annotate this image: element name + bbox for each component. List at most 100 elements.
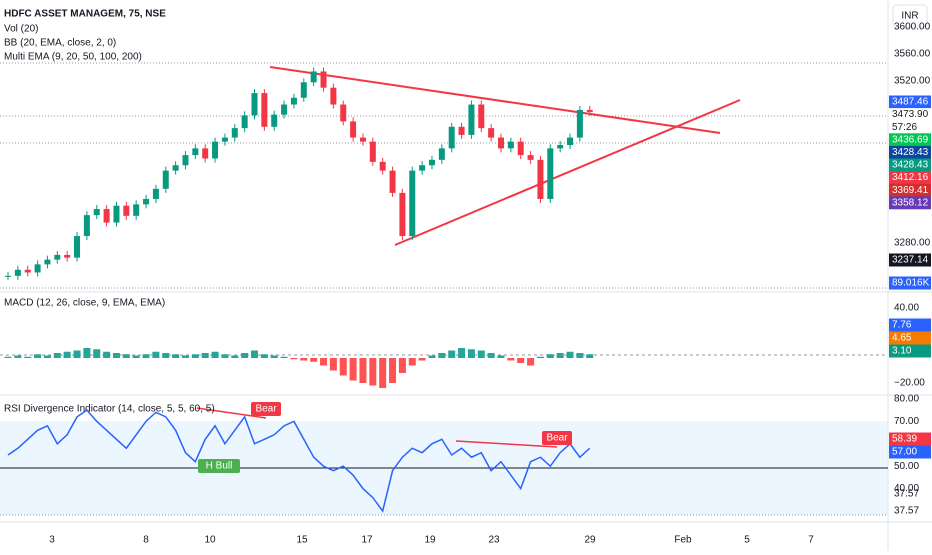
macd-bar bbox=[191, 354, 199, 358]
signal-box bbox=[542, 431, 572, 445]
candle bbox=[488, 128, 495, 138]
candle bbox=[290, 97, 297, 105]
macd-bar bbox=[398, 358, 406, 373]
macd-bar bbox=[93, 349, 101, 358]
x-tick-label: 8 bbox=[143, 535, 149, 546]
y-tick-label: 37.57 bbox=[894, 489, 919, 500]
macd-bar bbox=[4, 356, 12, 358]
macd-bar bbox=[221, 354, 229, 358]
macd-bar bbox=[63, 351, 71, 358]
signal-label: Bear bbox=[546, 433, 568, 444]
macd-bar bbox=[517, 358, 525, 363]
macd-bar bbox=[369, 358, 377, 386]
candle bbox=[182, 155, 189, 166]
x-tick-label: 29 bbox=[584, 535, 596, 546]
macd-bar bbox=[73, 350, 81, 358]
x-tick-label: 5 bbox=[744, 535, 750, 546]
y-tick-label: 37.57 bbox=[894, 506, 919, 517]
trendline bbox=[394, 99, 741, 246]
candle bbox=[93, 209, 100, 216]
macd-bar bbox=[83, 348, 91, 358]
badge-label: 3436.69 bbox=[892, 134, 929, 145]
price-badge bbox=[889, 331, 931, 345]
candle bbox=[547, 148, 554, 199]
macd-bar bbox=[418, 358, 426, 361]
price-badge bbox=[889, 133, 931, 147]
price-badge bbox=[889, 183, 931, 197]
candle bbox=[448, 126, 455, 149]
macd-bar bbox=[34, 354, 42, 358]
candle bbox=[172, 165, 179, 171]
price-badge bbox=[889, 145, 931, 159]
candle bbox=[527, 155, 534, 160]
currency-button[interactable] bbox=[892, 4, 928, 28]
macd-bar bbox=[566, 351, 574, 358]
x-tick-label: 17 bbox=[361, 535, 373, 546]
candle bbox=[231, 128, 238, 138]
badge-label: 3358.12 bbox=[892, 197, 929, 208]
candle bbox=[438, 148, 445, 160]
macd-bar bbox=[152, 351, 160, 358]
candle bbox=[202, 148, 209, 159]
y-tick-label: 40.00 bbox=[894, 483, 919, 494]
price-badge bbox=[889, 445, 931, 459]
macd-bar bbox=[251, 350, 258, 358]
x-tick-label: 23 bbox=[488, 535, 500, 546]
badge-label: 3473.90 bbox=[892, 109, 929, 120]
y-tick-label: 3520.00 bbox=[894, 76, 931, 87]
candle bbox=[34, 264, 41, 273]
candle bbox=[340, 104, 347, 122]
badge-label: 3369.41 bbox=[892, 185, 929, 196]
indicator-label: Vol (20) bbox=[4, 24, 38, 35]
x-tick-label: 3 bbox=[49, 535, 55, 546]
candle bbox=[507, 141, 514, 149]
macd-bar bbox=[270, 355, 278, 358]
macd-bar bbox=[53, 353, 61, 358]
price-badge bbox=[889, 108, 931, 122]
candle bbox=[14, 269, 21, 276]
macd-bar bbox=[24, 356, 32, 358]
macd-bar bbox=[241, 353, 249, 358]
candle bbox=[419, 165, 426, 171]
y-tick-label: −20.00 bbox=[894, 378, 925, 389]
y-tick-label: 70.00 bbox=[894, 416, 919, 427]
candle bbox=[54, 254, 61, 260]
macd-bar bbox=[497, 355, 505, 358]
macd-bar bbox=[162, 353, 170, 358]
candle bbox=[64, 254, 71, 258]
candle bbox=[251, 93, 258, 116]
candle bbox=[517, 141, 524, 156]
macd-bar bbox=[43, 355, 51, 358]
badge-label: 3487.46 bbox=[892, 97, 929, 108]
y-tick-label: 40.00 bbox=[894, 303, 919, 314]
candle bbox=[241, 115, 248, 129]
candle bbox=[261, 93, 268, 127]
divergence-line bbox=[196, 407, 267, 419]
symbol: HDFC ASSET MANAGEM, 75, NSE bbox=[4, 9, 166, 20]
candle bbox=[498, 137, 504, 149]
candle bbox=[74, 236, 81, 258]
macd-bar bbox=[103, 351, 111, 358]
candle bbox=[428, 159, 435, 166]
candle bbox=[271, 114, 278, 127]
price-badge bbox=[889, 171, 931, 185]
macd-bar bbox=[300, 358, 308, 361]
price-badge bbox=[889, 344, 931, 358]
currency[interactable]: INR bbox=[901, 11, 918, 22]
macd-bar bbox=[310, 358, 318, 362]
price-badge bbox=[889, 318, 931, 332]
rsi-line bbox=[7, 409, 591, 513]
candle bbox=[576, 109, 583, 138]
indicator-label: BB (20, EMA, close, 2, 0) bbox=[4, 38, 116, 49]
candle bbox=[44, 259, 51, 265]
candle bbox=[310, 71, 317, 83]
candle bbox=[330, 87, 337, 105]
signal-box bbox=[251, 402, 281, 416]
badge-label: 4.65 bbox=[892, 333, 912, 344]
macd-bar bbox=[576, 353, 584, 358]
candle bbox=[152, 188, 159, 199]
candle bbox=[379, 161, 386, 171]
candle bbox=[399, 192, 406, 237]
macd-bar bbox=[438, 353, 446, 358]
